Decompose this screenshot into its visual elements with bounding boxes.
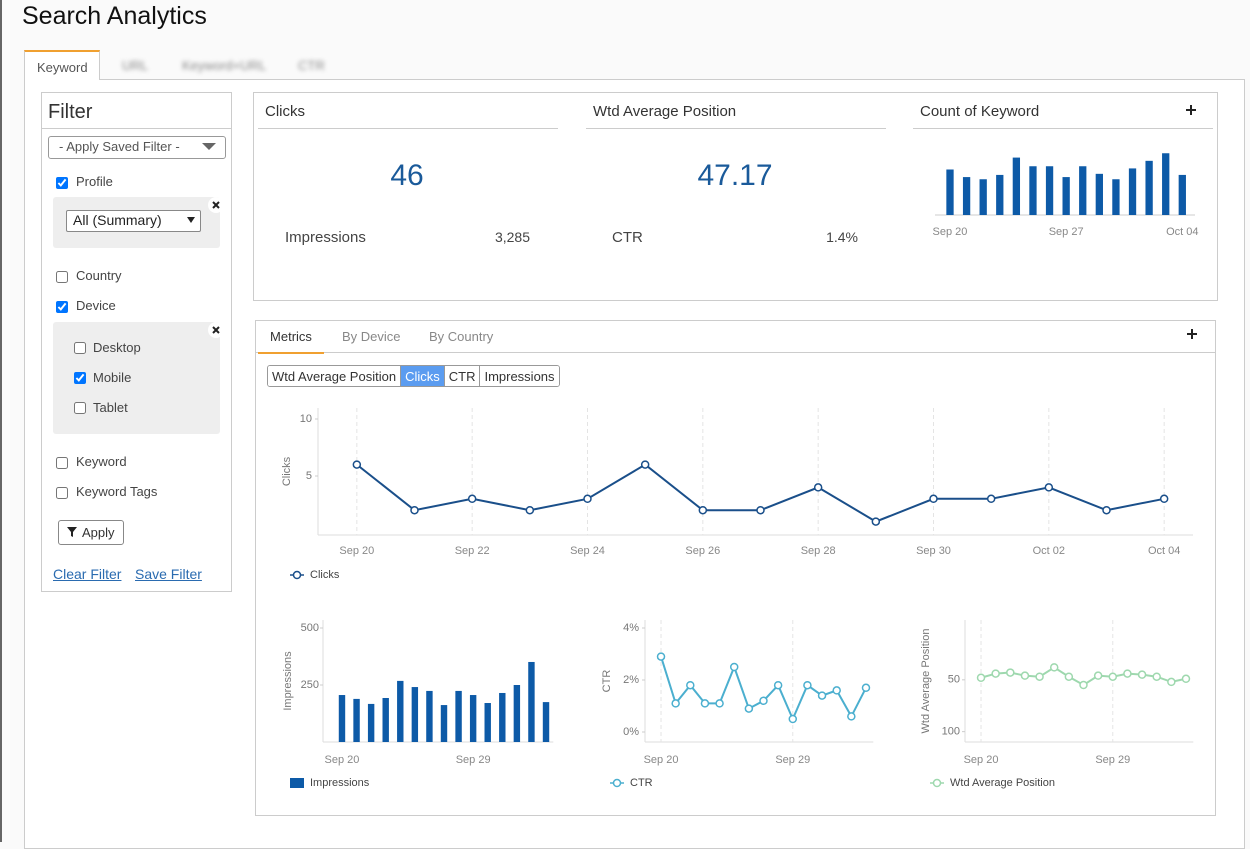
divider: [256, 352, 1215, 353]
metrics-tab[interactable]: By Device: [342, 329, 401, 344]
profile-select[interactable]: [66, 210, 201, 232]
tab[interactable]: Keyword: [24, 50, 100, 80]
checkbox[interactable]: [74, 402, 86, 414]
clicks-value: 46: [390, 159, 424, 192]
divider: [586, 128, 886, 129]
apply-button[interactable]: [58, 520, 124, 545]
divider: [42, 128, 231, 129]
clear-filter-link[interactable]: Clear Filter: [53, 566, 122, 582]
option-label: Keyword Tags: [76, 484, 158, 499]
checkbox[interactable]: [74, 342, 86, 354]
save-filter-link[interactable]: Save Filter: [135, 566, 202, 582]
option-label: Country: [76, 268, 122, 283]
profile-text: All (Summary): [73, 212, 162, 228]
panel-title: Clicks: [265, 103, 305, 120]
panel-title: Count of Keyword: [920, 103, 1040, 120]
metrics-panel: [255, 320, 1216, 816]
option-label: Tablet: [93, 400, 128, 415]
page-title: Search Analytics: [22, 2, 207, 30]
divider: [258, 128, 558, 129]
option-label: Device: [76, 298, 116, 313]
metric-button[interactable]: Impressions: [479, 366, 559, 386]
dropdown-arrow: [202, 143, 216, 150]
apply-text: Apply: [82, 525, 115, 540]
divider: [913, 128, 1213, 129]
funnel-icon: [67, 527, 77, 537]
checkbox[interactable]: [56, 271, 68, 283]
impressions-label: Impressions: [285, 229, 366, 246]
summary-panel: [253, 92, 1218, 301]
panel-title: Wtd Average Position: [593, 103, 737, 120]
metric-button[interactable]: Wtd Average Position: [268, 366, 401, 386]
checkbox[interactable]: [56, 301, 68, 313]
metrics-tab[interactable]: By Country: [429, 329, 494, 344]
filter-title: Filter: [48, 101, 93, 123]
ctr-value: 1.4%: [826, 229, 858, 245]
impressions-value: 3,285: [494, 229, 530, 245]
edge: [0, 0, 2, 842]
option-label: Keyword: [76, 454, 127, 469]
metrics-tab[interactable]: Metrics: [258, 329, 324, 354]
checkbox[interactable]: [74, 372, 86, 384]
metric-buttons: Wtd Average Position Clicks CTR Impressi…: [267, 365, 560, 387]
close-icon[interactable]: [208, 322, 224, 338]
checkbox[interactable]: [56, 177, 68, 189]
dropdown-arrow: [187, 217, 195, 223]
plus-icon[interactable]: [1185, 104, 1197, 116]
position-value: 47.17: [697, 159, 773, 192]
ctr-label: CTR: [612, 229, 643, 246]
checkbox[interactable]: [56, 457, 68, 469]
option-label: Profile: [76, 174, 113, 189]
close-icon[interactable]: [208, 197, 224, 213]
tab[interactable]: URL: [122, 58, 149, 73]
tab[interactable]: Keyword+URL: [182, 58, 267, 73]
option-label: Mobile: [93, 370, 132, 385]
tab[interactable]: CTR: [298, 58, 325, 73]
metric-button[interactable]: Clicks: [400, 366, 444, 386]
checkbox[interactable]: [56, 487, 68, 499]
option-label: Desktop: [93, 340, 141, 355]
metric-button[interactable]: CTR: [443, 366, 480, 386]
saved-filter-select[interactable]: [48, 136, 226, 159]
plus-icon[interactable]: [1186, 328, 1198, 340]
saved-filter-text: - Apply Saved Filter -: [59, 139, 180, 154]
